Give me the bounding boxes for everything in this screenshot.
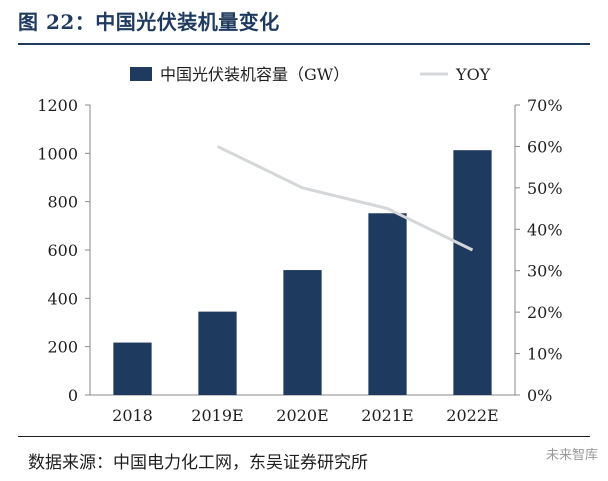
x-tick-label: 2020E — [276, 406, 328, 425]
y-tick-label-left: 1000 — [37, 144, 78, 163]
y-tick-label-left: 600 — [47, 241, 78, 260]
y-tick-label-right: 60% — [527, 137, 563, 156]
y-tick-label-right: 20% — [527, 303, 563, 322]
watermark: 未来智库 — [545, 448, 598, 463]
y-tick-label-left: 800 — [47, 193, 78, 212]
bar — [198, 311, 237, 395]
bar — [453, 150, 492, 395]
x-tick-label: 2022E — [446, 406, 498, 425]
source-rule — [18, 436, 590, 437]
bar — [368, 213, 407, 395]
title-rule — [18, 43, 590, 45]
y-tick-label-right: 70% — [527, 96, 563, 115]
bar — [283, 270, 322, 395]
chart-area: 0 200 400 600 800 1000 1200 0% 10% 20% 30% 40% 50% 60… — [0, 50, 608, 435]
x-tick-label: 2018 — [112, 406, 153, 425]
y-tick-label-left: 200 — [47, 338, 78, 357]
y-tick-label-left: 1200 — [37, 96, 78, 115]
x-tick-label: 2019E — [191, 406, 243, 425]
y-tick-label-right: 30% — [527, 262, 563, 281]
y-tick-label-left: 0 — [68, 386, 78, 405]
legend-label-bar: 中国光伏装机容量（GW） — [160, 65, 349, 84]
figure-title: 图 22：中国光伏装机量变化 — [18, 10, 280, 34]
bar — [113, 342, 152, 395]
y-tick-label-left: 400 — [47, 289, 78, 308]
yoy-line — [216, 145, 474, 252]
legend-label-line: YOY — [455, 65, 491, 84]
y-tick-label-right: 0% — [527, 386, 552, 405]
source-note: 数据来源：中国电力化工网，东吴证券研究所 — [28, 453, 368, 473]
y-tick-label-right: 10% — [527, 345, 563, 364]
legend-swatch-bar — [130, 67, 152, 81]
x-tick-label: 2021E — [361, 406, 413, 425]
y-tick-label-right: 40% — [527, 220, 563, 239]
y-tick-label-right: 50% — [527, 179, 563, 198]
bar-line-chart: 0 200 400 600 800 1000 1200 0% 10% 20% 30% 40% 50% 60… — [37, 65, 563, 425]
